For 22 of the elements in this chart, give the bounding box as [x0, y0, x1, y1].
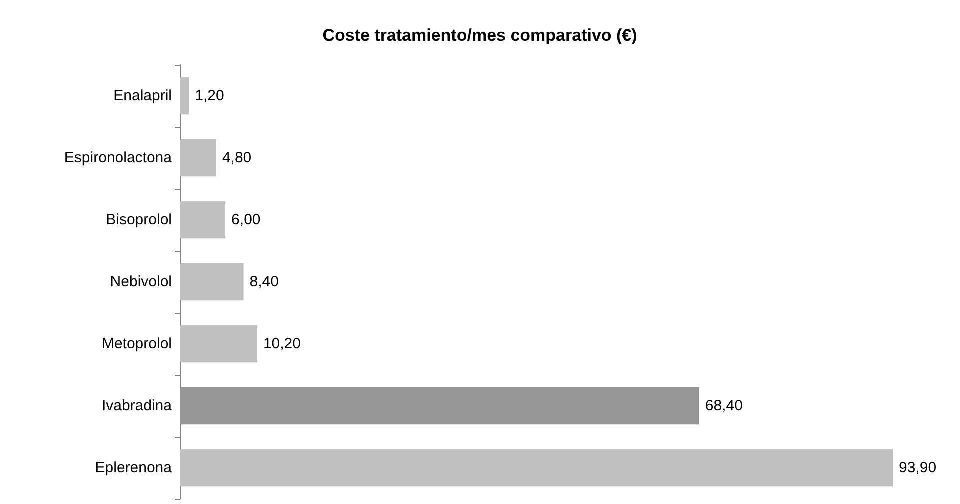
data-label: 10,20 — [263, 336, 301, 352]
bar — [180, 77, 190, 115]
bar — [180, 449, 893, 487]
data-label: 1,20 — [195, 88, 224, 104]
y-tick-label: Metoprolol — [102, 336, 172, 352]
data-label: 93,90 — [899, 460, 937, 476]
bar — [180, 263, 244, 301]
bar — [180, 387, 700, 425]
bar — [180, 139, 216, 177]
y-tick-label: Eplerenona — [95, 460, 173, 476]
y-tick-label: Bisoprolol — [106, 212, 172, 228]
data-label: 68,40 — [705, 398, 743, 414]
y-tick-label: Espironolactona — [64, 150, 173, 166]
y-tick-label: Nebivolol — [110, 274, 172, 290]
data-label: 8,40 — [250, 274, 279, 290]
y-tick-label: Ivabradina — [102, 398, 173, 414]
data-label: 4,80 — [222, 150, 252, 166]
bar — [180, 201, 226, 239]
data-label: 6,00 — [232, 212, 261, 228]
y-tick-label: Enalapril — [114, 88, 172, 104]
bar — [180, 325, 258, 363]
chart-title: Coste tratamiento/mes comparativo (€) — [322, 26, 638, 45]
